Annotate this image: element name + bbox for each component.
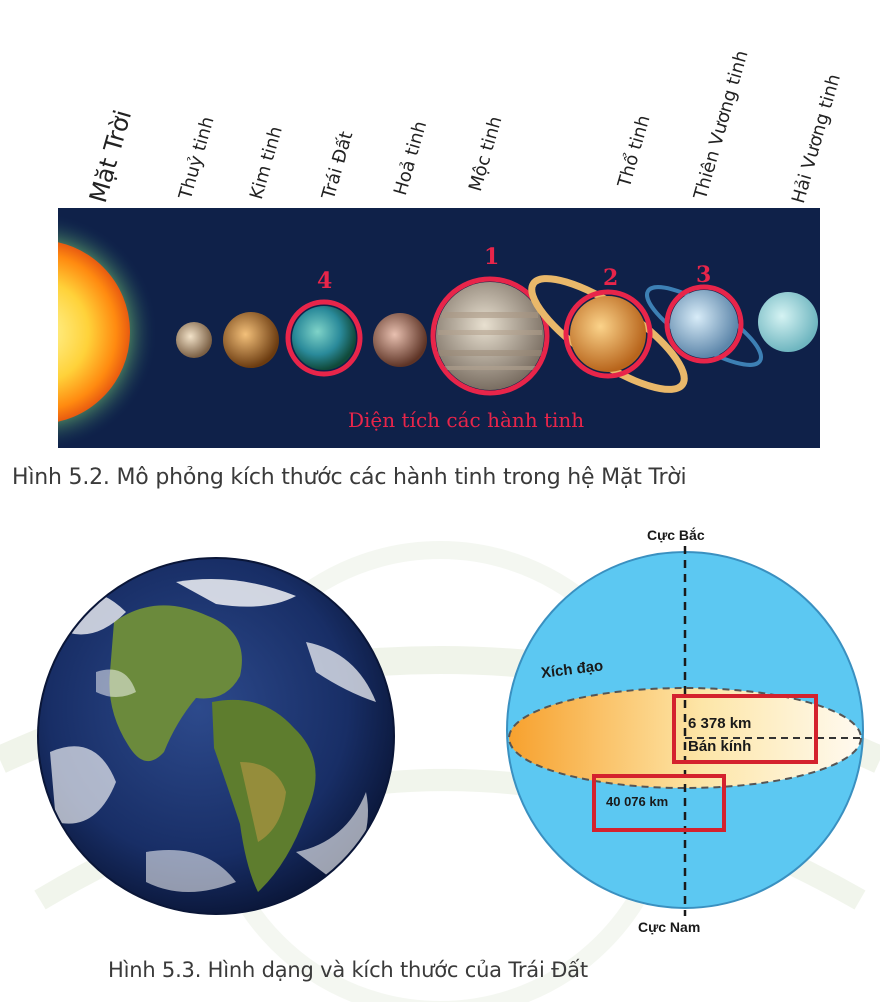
sun: [58, 242, 130, 422]
radius-highlight-box: [672, 694, 818, 764]
north-america-land: [109, 605, 242, 762]
neptune: [758, 292, 818, 352]
figure-caption-5-3: Hình 5.3. Hình dạng và kích thước của Tr…: [108, 958, 588, 982]
radius-value: 6 378 km: [688, 715, 752, 732]
figure-caption-5-2: Hình 5.2. Mô phỏng kích thước các hành t…: [12, 465, 687, 490]
saturn-highlight: [563, 289, 653, 379]
highlight-number-1: 1: [484, 244, 500, 270]
south-pole-label: Cực Nam: [638, 919, 701, 935]
circumference-value: 40 076 km: [606, 794, 669, 809]
uranus: [670, 290, 738, 358]
planet-area-label: Diện tích các hành tinh: [348, 408, 585, 432]
mercury: [176, 322, 212, 358]
jupiter-bands: [438, 312, 542, 370]
highlight-number-4: 4: [317, 268, 333, 294]
highlight-number-2: 2: [603, 265, 619, 291]
saturn: [570, 296, 646, 372]
earth-highlight: [285, 299, 363, 377]
venus: [223, 312, 279, 368]
mars: [373, 313, 427, 367]
radius-label: Bán kính: [688, 738, 752, 755]
uranus-highlight: [664, 284, 744, 364]
earth-photo: [37, 557, 395, 915]
jupiter-highlight: [430, 276, 550, 396]
north-pole-label: Cực Bắc: [647, 527, 705, 543]
jupiter: [436, 282, 544, 390]
solar-system-strip: [58, 208, 820, 448]
circumference-highlight-box: [592, 774, 726, 832]
earth-size-diagram: [506, 546, 864, 916]
earth: [292, 306, 356, 370]
highlight-number-3: 3: [696, 262, 712, 288]
